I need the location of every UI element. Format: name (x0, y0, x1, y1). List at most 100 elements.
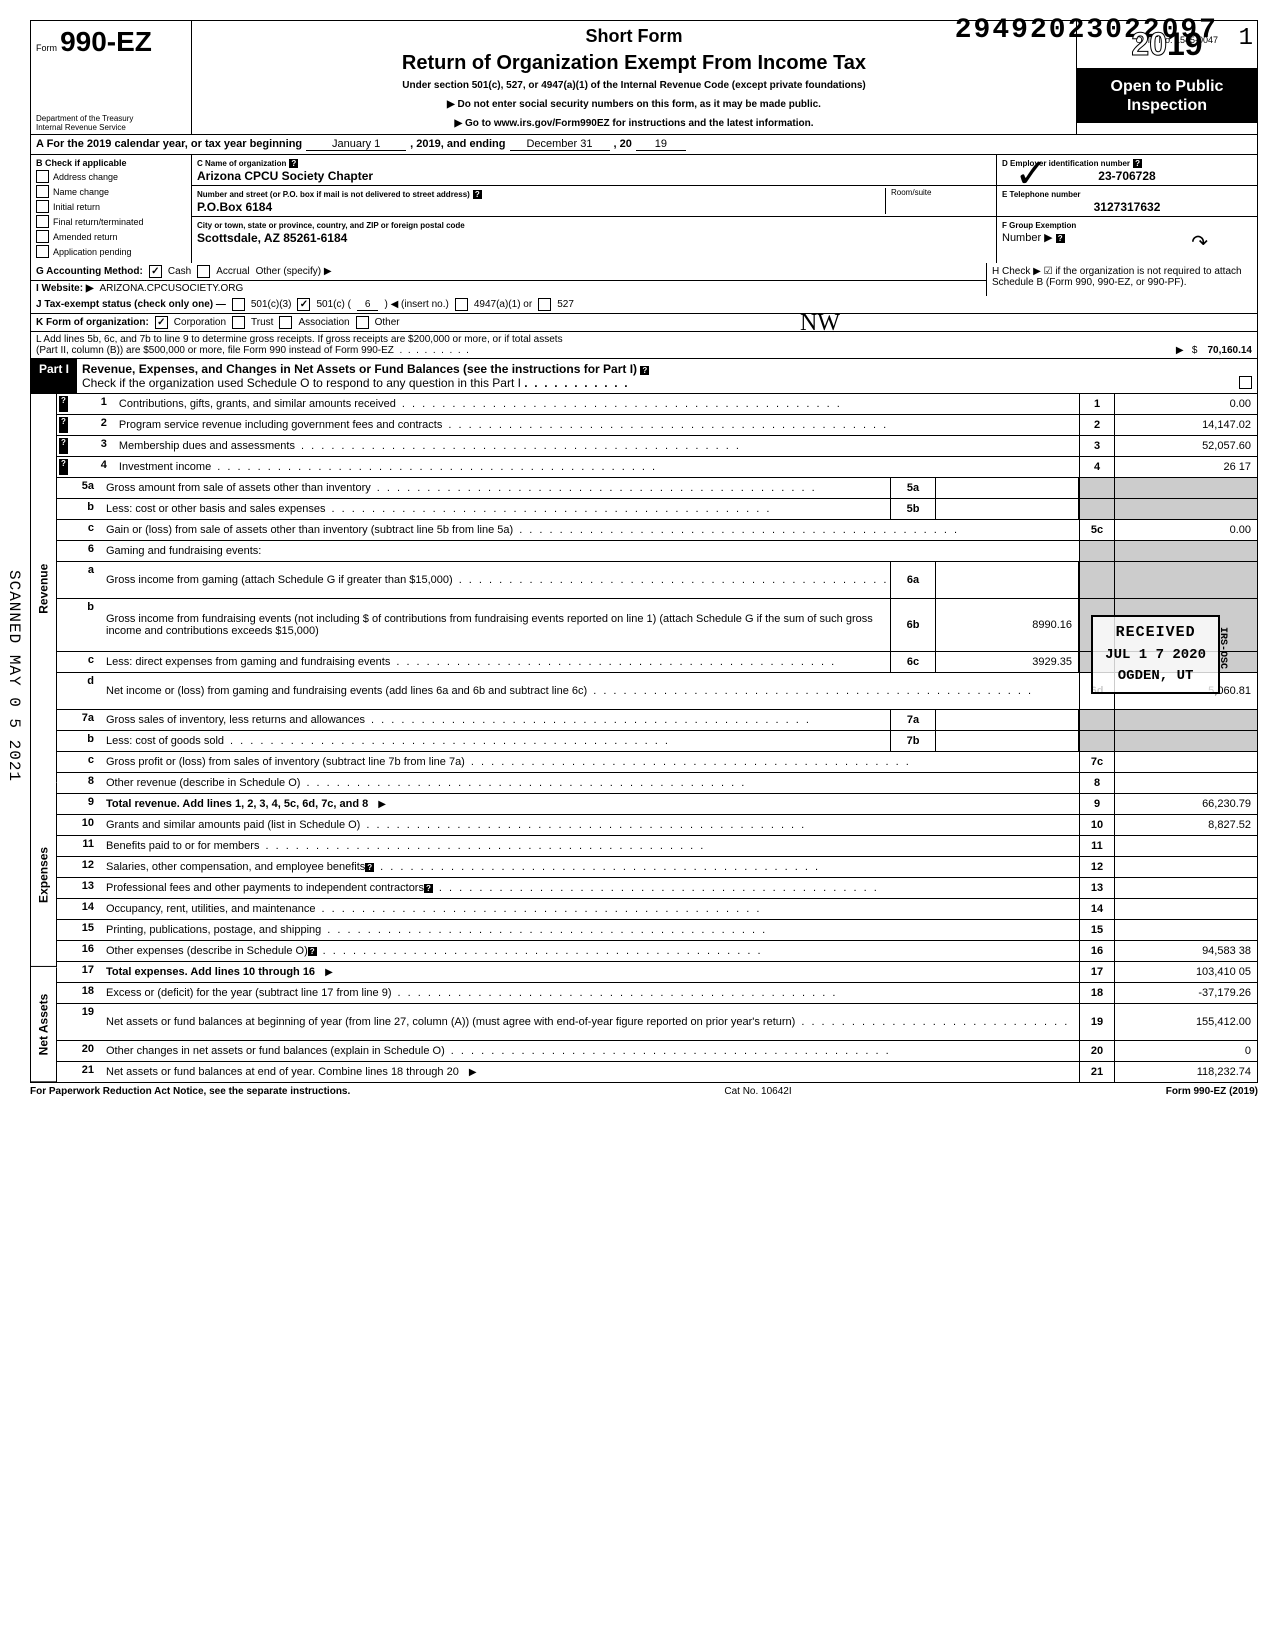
help-icon[interactable]: ? (289, 159, 298, 168)
form-label: Form (36, 43, 57, 53)
check-cash[interactable] (149, 265, 162, 278)
row-14: 14Occupancy, rent, utilities, and mainte… (57, 899, 1257, 920)
row-11: 11Benefits paid to or for members11 (57, 836, 1257, 857)
footer-cat: Cat No. 10642I (724, 1086, 791, 1097)
row-a-prefix: A For the 2019 calendar year, or tax yea… (36, 138, 302, 150)
row-3: ?3Membership dues and assessments352,057… (57, 436, 1257, 457)
group-exemption-row: F Group Exemption Number ▶ ? (997, 217, 1257, 247)
check-501c[interactable] (297, 298, 310, 311)
check-527[interactable] (538, 298, 551, 311)
row-12: 12Salaries, other compensation, and empl… (57, 857, 1257, 878)
check-corporation[interactable] (155, 316, 168, 329)
section-b-title: B Check if applicable (36, 158, 127, 168)
check-accrual[interactable] (197, 265, 210, 278)
sub-title: Under section 501(c), 527, or 4947(a)(1)… (197, 80, 1071, 91)
help-icon[interactable]: ? (1133, 159, 1142, 168)
tax-year: 2019 (1077, 21, 1257, 69)
signature-mark: ✓ (1014, 150, 1048, 197)
year-end[interactable]: December 31 (510, 138, 610, 151)
instruction-2: ▶ Go to www.irs.gov/Form990EZ for instru… (197, 118, 1071, 129)
check-4947[interactable] (455, 298, 468, 311)
net-assets-label: Net Assets (31, 967, 57, 1082)
check-association[interactable] (279, 316, 292, 329)
check-501c3[interactable] (232, 298, 245, 311)
row-1: ?1Contributions, gifts, grants, and simi… (57, 394, 1257, 415)
short-form-label: Short Form (197, 26, 1071, 47)
department-label: Department of the TreasuryInternal Reven… (36, 114, 133, 132)
part-1-header: Part I Revenue, Expenses, and Changes in… (30, 359, 1258, 394)
year-yr[interactable]: 19 (636, 138, 686, 151)
phone-value[interactable]: 3127317632 (1002, 200, 1252, 214)
line-h: H Check ▶ ☑ if the organization is not r… (987, 263, 1257, 296)
row-15: 15Printing, publications, postage, and s… (57, 920, 1257, 941)
row-10: 10Grants and similar amounts paid (list … (57, 815, 1257, 836)
row-17: 17Total expenses. Add lines 10 through 1… (57, 962, 1257, 983)
row-16: 16Other expenses (describe in Schedule O… (57, 941, 1257, 962)
part-1-title: Revenue, Expenses, and Changes in Net As… (82, 362, 637, 376)
initials-annotation: NW (800, 310, 840, 337)
row-9: 9Total revenue. Add lines 1, 2, 3, 4, 5c… (57, 794, 1257, 815)
line-k: K Form of organization: Corporation Trus… (30, 314, 1258, 332)
row-6c: cLess: direct expenses from gaming and f… (57, 652, 1257, 673)
address-row: Number and street (or P.O. box if mail i… (192, 186, 996, 217)
row-6d: dNet income or (loss) from gaming and fu… (57, 673, 1257, 710)
row-6a: aGross income from gaming (attach Schedu… (57, 562, 1257, 599)
row-13: 13Professional fees and other payments t… (57, 878, 1257, 899)
expenses-label: Expenses (31, 783, 57, 967)
line-l: L Add lines 5b, 6c, and 7b to line 9 to … (30, 332, 1258, 359)
header-year-block: 2019 Open to Public Inspection (1077, 21, 1257, 134)
website-value[interactable]: ARIZONA.CPCUSOCIETY.ORG (100, 283, 244, 294)
row-19: 19Net assets or fund balances at beginni… (57, 1004, 1257, 1041)
check-other-org[interactable] (356, 316, 369, 329)
part-1-table: Revenue Expenses Net Assets ?1Contributi… (30, 394, 1258, 1083)
section-c: C Name of organization ? Arizona CPCU So… (192, 155, 997, 263)
line-i: I Website: ▶ ARIZONA.CPCUSOCIETY.ORG (31, 281, 986, 296)
row-a-tax-year: A For the 2019 calendar year, or tax yea… (30, 134, 1258, 155)
received-stamp: RECEIVED JUL 1 7 2020 OGDEN, UT IRS-OSC (1091, 615, 1220, 694)
check-application-pending[interactable]: Application pending (36, 245, 186, 258)
check-amended-return[interactable]: Amended return (36, 230, 186, 243)
check-schedule-o[interactable] (1239, 376, 1252, 389)
check-trust[interactable] (232, 316, 245, 329)
header-title-block: Short Form Return of Organization Exempt… (192, 21, 1077, 134)
form-990ez: 29492023022097 OMB No. 1545-0047 1 SCANN… (30, 20, 1258, 1100)
row-7a: 7aGross sales of inventory, less returns… (57, 710, 1257, 731)
row-18: 18Excess or (deficit) for the year (subt… (57, 983, 1257, 1004)
row-5c: cGain or (loss) from sale of assets othe… (57, 520, 1257, 541)
ein-annotation: ↷ (1191, 230, 1208, 255)
check-initial-return[interactable]: Initial return (36, 200, 186, 213)
entity-info-grid: B Check if applicable Address change Nam… (30, 155, 1258, 263)
org-name[interactable]: Arizona CPCU Society Chapter (197, 169, 373, 183)
open-to-public: Open to Public Inspection (1077, 69, 1257, 123)
part-1-label: Part I (31, 359, 77, 393)
year-begin[interactable]: January 1 (306, 138, 406, 151)
row-a-suffix: , 20 (614, 138, 632, 150)
footer-form-ref: Form 990-EZ (2019) (1166, 1086, 1258, 1097)
row-2: ?2Program service revenue including gove… (57, 415, 1257, 436)
line-g: G Accounting Method: Cash Accrual Other … (31, 263, 986, 281)
help-icon[interactable]: ? (640, 366, 649, 375)
footer-left: For Paperwork Reduction Act Notice, see … (30, 1086, 350, 1097)
help-icon[interactable]: ? (1056, 234, 1065, 243)
page-footer: For Paperwork Reduction Act Notice, see … (30, 1083, 1258, 1100)
row-a-mid: , 2019, and ending (410, 138, 505, 150)
row-4: ?4Investment income426 17 (57, 457, 1257, 478)
room-suite: Room/suite (885, 188, 991, 214)
help-icon[interactable]: ? (473, 190, 482, 199)
org-name-row: C Name of organization ? Arizona CPCU So… (192, 155, 996, 186)
row-6: 6Gaming and fundraising events: (57, 541, 1257, 562)
city-row: City or town, state or province, country… (192, 217, 996, 247)
instruction-1: ▶ Do not enter social security numbers o… (197, 99, 1071, 110)
line-j: J Tax-exempt status (check only one) — 5… (30, 296, 1258, 314)
lines-g-h-i: G Accounting Method: Cash Accrual Other … (30, 263, 1258, 296)
check-final-return[interactable]: Final return/terminated (36, 215, 186, 228)
org-city[interactable]: Scottsdale, AZ 85261-6184 (197, 231, 347, 245)
form-number: 990-EZ (60, 26, 152, 57)
check-address-change[interactable]: Address change (36, 170, 186, 183)
org-address[interactable]: P.O.Box 6184 (197, 200, 272, 214)
row-6b: bGross income from fundraising events (n… (57, 599, 1257, 652)
row-20: 20Other changes in net assets or fund ba… (57, 1041, 1257, 1062)
form-id-block: Form 990-EZ Department of the TreasuryIn… (31, 21, 192, 134)
501c-insert[interactable]: 6 (357, 299, 379, 311)
check-name-change[interactable]: Name change (36, 185, 186, 198)
